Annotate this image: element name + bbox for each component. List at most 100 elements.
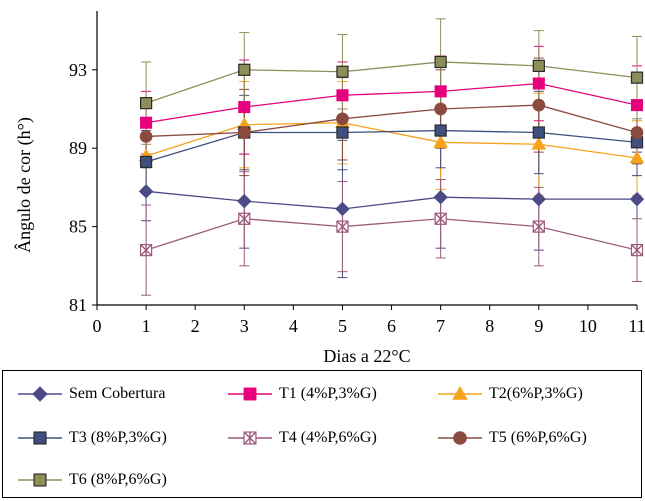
data-point	[336, 65, 349, 78]
legend-label: T2(6%P,3%G)	[489, 385, 583, 402]
error-bars	[141, 18, 642, 145]
x-tick-label: 7	[436, 316, 445, 336]
y-axis-label: Ângulo de cor (h°)	[13, 117, 35, 253]
data-point	[335, 201, 350, 217]
series-line	[145, 122, 638, 159]
x-tick-label: 6	[387, 316, 396, 336]
legend-swatch	[18, 386, 62, 402]
series-line	[146, 104, 638, 138]
data-point	[630, 243, 644, 257]
data-point	[532, 59, 545, 73]
data-point	[433, 189, 448, 205]
legend-item: T6 (8%P,6%G)	[17, 469, 167, 491]
series	[140, 77, 644, 129]
legend-item: T5 (6%P,6%G)	[437, 427, 587, 449]
legend-label: T4 (4%P,6%G)	[279, 429, 377, 446]
x-tick-label: 1	[142, 316, 151, 336]
x-tick-label: 3	[240, 316, 249, 336]
series	[139, 98, 644, 143]
data-point	[237, 126, 251, 139]
series-line	[145, 82, 638, 124]
data-point	[243, 431, 257, 445]
legend-item: Sem Cobertura	[17, 383, 165, 405]
error-bars	[141, 139, 642, 279]
series-line	[146, 190, 637, 210]
data-point	[139, 130, 153, 143]
data-point	[434, 212, 447, 225]
x-tick-label: 10	[579, 316, 597, 336]
data-point	[336, 126, 349, 139]
data-point	[531, 191, 547, 207]
legend-swatch	[438, 385, 482, 400]
series-line	[145, 218, 638, 251]
x-tick-label: 4	[289, 316, 298, 336]
y-tick-label: 89	[69, 138, 87, 158]
legend-swatch	[438, 431, 482, 445]
data-point	[532, 98, 546, 112]
x-tick-label: 0	[93, 316, 102, 336]
error-bars	[141, 81, 642, 196]
legend-label: T5 (6%P,6%G)	[489, 429, 587, 446]
data-point	[532, 220, 545, 233]
data-point	[531, 136, 547, 150]
data-point	[630, 99, 644, 112]
data-point	[336, 112, 349, 126]
data-point	[238, 63, 251, 76]
data-point	[629, 191, 645, 207]
x-tick-label: 11	[628, 316, 645, 336]
data-point	[434, 102, 447, 116]
data-point	[33, 473, 47, 487]
data-point	[630, 126, 644, 139]
data-point	[452, 385, 468, 400]
x-tick-label: 2	[191, 316, 200, 336]
data-point	[434, 85, 447, 98]
data-point	[433, 134, 448, 148]
y-tick-label: 85	[69, 217, 87, 237]
series	[138, 184, 645, 217]
error-bars	[141, 57, 642, 177]
data-point	[532, 77, 545, 90]
legend-label: T6 (8%P,6%G)	[69, 471, 167, 488]
data-point	[532, 126, 545, 139]
data-point	[238, 101, 251, 114]
legend-swatch	[228, 431, 272, 445]
series-line	[145, 129, 638, 163]
x-tick-label: 8	[485, 316, 494, 336]
series-line	[145, 61, 638, 104]
data-point	[238, 212, 251, 225]
series	[138, 115, 645, 164]
data-point	[629, 150, 645, 164]
legend-item: T2(6%P,3%G)	[437, 383, 583, 405]
y-tick-label: 81	[69, 295, 87, 315]
legend-label: Sem Cobertura	[69, 385, 166, 402]
data-point	[139, 96, 153, 110]
data-point	[434, 55, 447, 69]
error-bars	[141, 90, 642, 194]
data-point	[139, 155, 153, 169]
legend-item: T4 (4%P,6%G)	[227, 427, 377, 449]
data-point	[243, 387, 257, 401]
data-point	[336, 89, 349, 102]
legend-item: T3 (8%P,3%G)	[17, 427, 167, 449]
series	[139, 124, 644, 169]
legend: Sem Cobertura T1 (4%P,3%G) T2(6%P,3%G) T3 (…	[2, 370, 642, 498]
legend-swatch	[18, 431, 62, 445]
series	[139, 55, 644, 110]
y-tick-label: 93	[69, 60, 87, 80]
legend-label: T3 (8%P,3%G)	[69, 429, 167, 446]
data-point	[336, 220, 349, 233]
legend-swatch	[228, 387, 272, 401]
x-tick-label: 9	[534, 316, 543, 336]
legend-swatch	[18, 473, 62, 487]
error-bars	[141, 45, 642, 155]
legend-label: T1 (4%P,3%G)	[279, 385, 377, 402]
data-point	[32, 386, 48, 402]
data-point	[453, 431, 467, 445]
legend-item: T1 (4%P,3%G)	[227, 383, 377, 405]
data-point	[140, 116, 153, 129]
data-point	[434, 124, 447, 137]
data-point	[237, 193, 252, 209]
x-tick-label: 5	[338, 316, 347, 336]
